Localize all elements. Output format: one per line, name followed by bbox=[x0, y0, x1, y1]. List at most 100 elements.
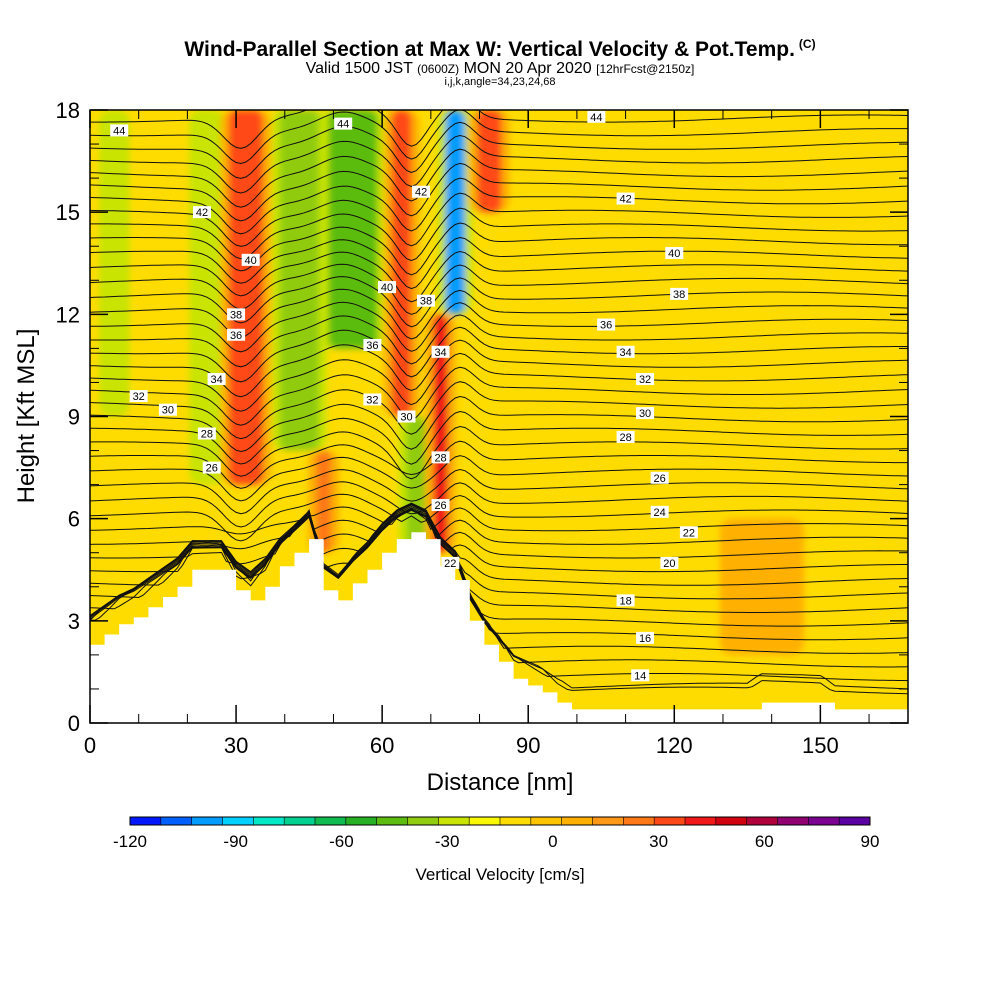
colorbar-tick-label: 0 bbox=[548, 832, 557, 851]
colorbar-swatch bbox=[746, 817, 778, 825]
theta-contour-labels: 44 44 44 42 42 42 40 40 40 38 38 38 36 36 36 34 34 34 32 32… bbox=[110, 110, 698, 682]
theta-label: 30 bbox=[636, 407, 655, 420]
theta-contour-line bbox=[90, 110, 908, 165]
svg-text:26: 26 bbox=[434, 500, 446, 512]
svg-text:36: 36 bbox=[230, 330, 242, 342]
theta-contour-line bbox=[90, 481, 908, 528]
theta-label: 36 bbox=[363, 338, 382, 352]
terrain-mask bbox=[90, 532, 908, 723]
svg-text:32: 32 bbox=[133, 391, 145, 403]
theta-contour-line bbox=[90, 276, 908, 328]
theta-contour-line bbox=[90, 314, 908, 368]
colorbar-swatch bbox=[130, 817, 162, 825]
updraft-feature-9 bbox=[445, 110, 465, 315]
theta-label: 26 bbox=[650, 471, 669, 485]
theta-label: 34 bbox=[616, 345, 635, 359]
theta-label: 44 bbox=[334, 117, 353, 131]
svg-text:38: 38 bbox=[230, 309, 242, 321]
theta-label: 42 bbox=[412, 185, 431, 199]
x-tick-label: 30 bbox=[224, 733, 248, 758]
svg-text:44: 44 bbox=[590, 112, 602, 124]
colorbar-tick-label: -90 bbox=[223, 832, 248, 851]
svg-text:38: 38 bbox=[420, 296, 432, 308]
svg-text:28: 28 bbox=[201, 429, 213, 441]
colorbar-swatch bbox=[222, 817, 254, 825]
updraft-feature-2 bbox=[228, 110, 263, 485]
colorbar-tick-label: 30 bbox=[649, 832, 668, 851]
svg-text:32: 32 bbox=[639, 374, 651, 386]
colorbar-swatch bbox=[654, 817, 686, 825]
y-tick-label: 0 bbox=[68, 711, 80, 736]
theta-contour-line bbox=[90, 508, 908, 654]
theta-contour-line bbox=[90, 148, 908, 208]
theta-label: 22 bbox=[441, 556, 460, 570]
theta-contour-line bbox=[90, 250, 908, 303]
theta-contour-line bbox=[90, 162, 908, 222]
theta-contour-line bbox=[90, 207, 908, 262]
colorbar-swatch bbox=[839, 817, 871, 825]
y-tick-label: 3 bbox=[68, 609, 80, 634]
svg-text:38: 38 bbox=[673, 289, 685, 301]
theta-label: 32 bbox=[129, 390, 148, 403]
theta-label: 44 bbox=[110, 124, 129, 137]
theta-contour-line bbox=[90, 425, 908, 480]
theta-label: 30 bbox=[397, 410, 416, 424]
updraft-feature-11 bbox=[727, 518, 797, 655]
colorbar-swatch bbox=[376, 817, 408, 825]
theta-label: 38 bbox=[670, 287, 689, 301]
svg-text:40: 40 bbox=[381, 282, 393, 294]
theta-contours bbox=[90, 110, 908, 695]
colorbar-swatch bbox=[623, 817, 655, 825]
svg-text:40: 40 bbox=[668, 248, 680, 260]
terrain-profile bbox=[90, 532, 908, 723]
theta-label: 20 bbox=[660, 556, 679, 570]
updraft-feature-10 bbox=[477, 110, 502, 213]
theta-contour-line bbox=[90, 395, 908, 453]
theta-label: 40 bbox=[665, 247, 684, 260]
theta-contour-line bbox=[90, 352, 908, 412]
svg-text:34: 34 bbox=[619, 347, 631, 359]
theta-label: 28 bbox=[616, 430, 635, 444]
theta-label: 40 bbox=[241, 253, 260, 267]
colorbar-swatch bbox=[315, 817, 347, 825]
svg-text:42: 42 bbox=[415, 187, 427, 199]
theta-contour-line bbox=[90, 410, 908, 465]
updraft-feature-5 bbox=[316, 450, 332, 553]
x-tick-label: 0 bbox=[84, 733, 96, 758]
colorbar-swatch bbox=[685, 817, 717, 825]
theta-label: 44 bbox=[587, 110, 606, 124]
y-tick-label: 18 bbox=[56, 98, 80, 123]
svg-text:42: 42 bbox=[619, 194, 631, 206]
x-tick-label: 60 bbox=[370, 733, 394, 758]
copyright-mark: (C) bbox=[798, 37, 816, 51]
colorbar-tick-label: 60 bbox=[755, 832, 774, 851]
colorbar-swatch bbox=[715, 817, 748, 825]
y-tick-label: 12 bbox=[56, 302, 80, 327]
colorbar-swatch bbox=[160, 817, 193, 825]
svg-text:32: 32 bbox=[366, 394, 378, 406]
theta-label: 18 bbox=[616, 594, 635, 607]
theta-label: 34 bbox=[207, 373, 226, 386]
chart-indices: i,j,k,angle=34,23,24,68 bbox=[444, 76, 556, 88]
svg-text:22: 22 bbox=[444, 558, 456, 570]
theta-contour-line bbox=[90, 192, 908, 247]
theta-label: 38 bbox=[416, 294, 435, 308]
theta-label: 22 bbox=[679, 526, 698, 539]
svg-text:34: 34 bbox=[434, 347, 446, 359]
x-tick-label: 120 bbox=[656, 733, 693, 758]
colorbar-swatch bbox=[469, 817, 501, 825]
svg-text:36: 36 bbox=[600, 320, 612, 332]
svg-text:40: 40 bbox=[245, 255, 257, 267]
colorbar-tick-label: -60 bbox=[329, 832, 354, 851]
svg-text:18: 18 bbox=[619, 595, 631, 607]
svg-text:36: 36 bbox=[366, 340, 378, 352]
theta-label: 38 bbox=[227, 308, 246, 321]
svg-text:24: 24 bbox=[654, 507, 666, 519]
theta-label: 34 bbox=[431, 345, 450, 359]
colorbar-swatch bbox=[191, 817, 223, 825]
y-tick-label: 6 bbox=[68, 507, 80, 532]
theta-contour-line bbox=[90, 366, 908, 426]
colorbar-tick-label: -120 bbox=[113, 832, 147, 851]
